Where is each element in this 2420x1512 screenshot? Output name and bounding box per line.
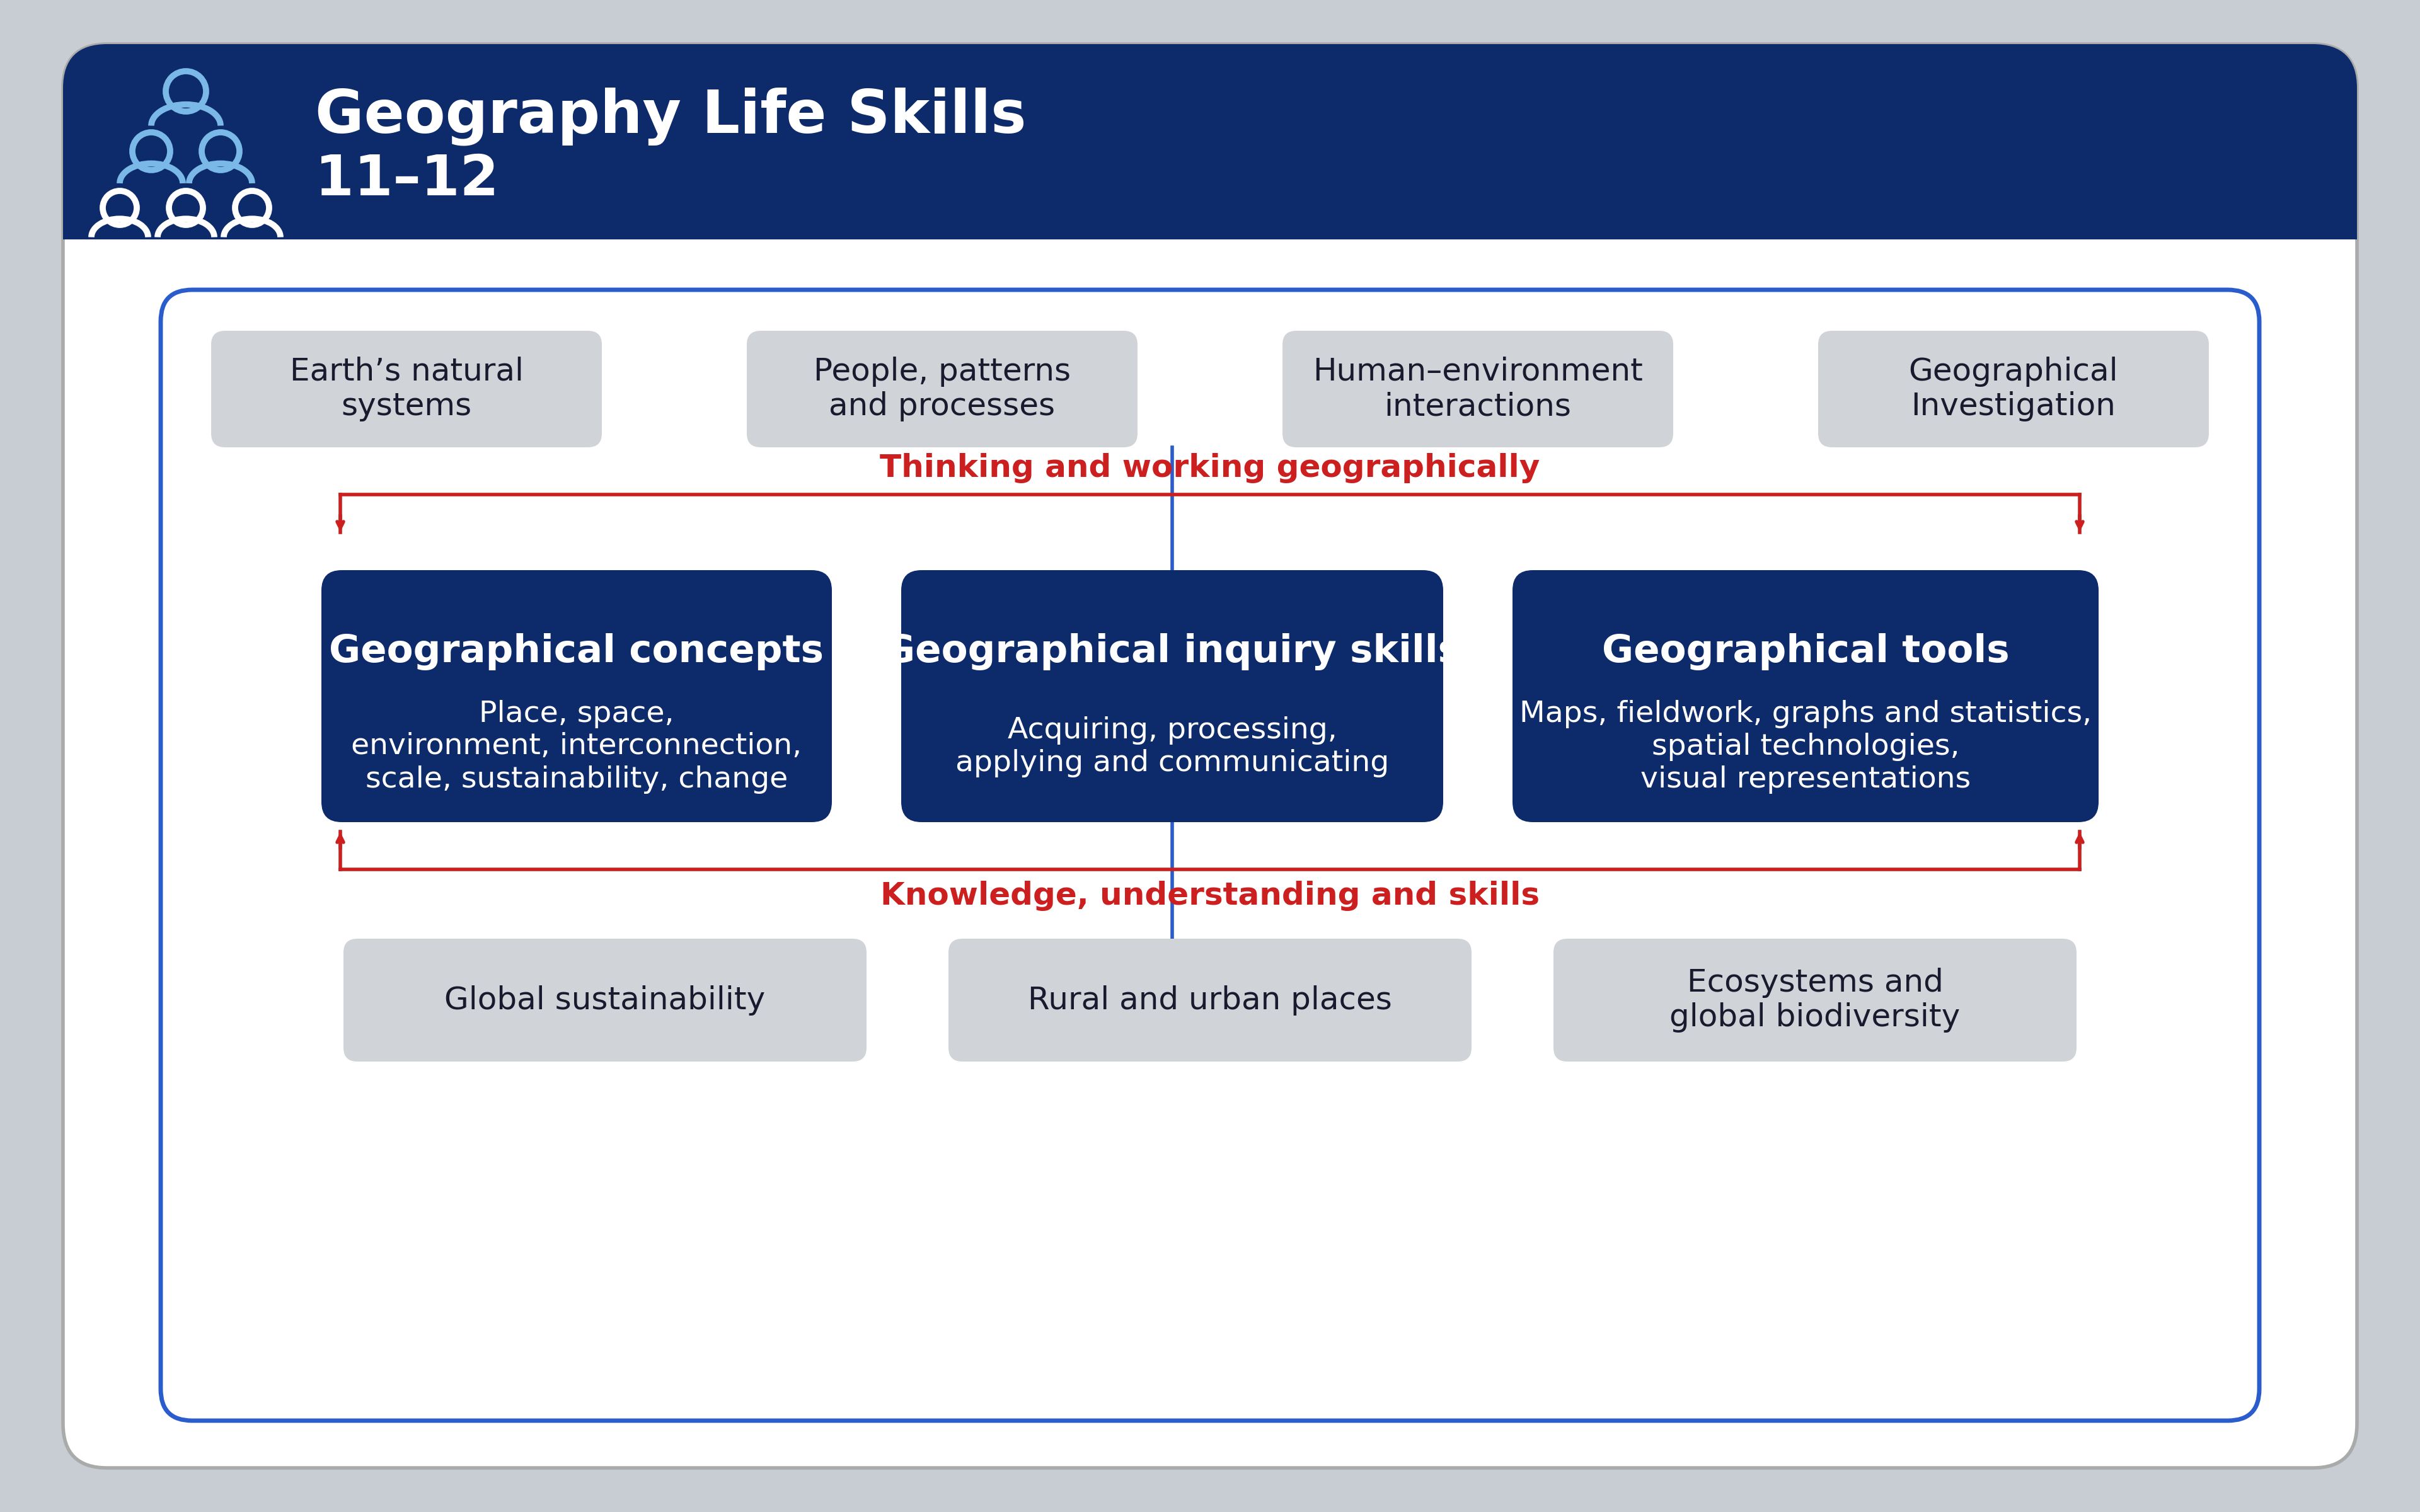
Text: Rural and urban places: Rural and urban places bbox=[1028, 984, 1392, 1015]
Text: Geographical concepts: Geographical concepts bbox=[329, 634, 823, 671]
FancyBboxPatch shape bbox=[211, 331, 603, 448]
Text: Geography Life Skills: Geography Life Skills bbox=[315, 88, 1026, 145]
FancyBboxPatch shape bbox=[1554, 939, 2076, 1061]
Bar bbox=[63, 195, 2357, 239]
Text: Geographical inquiry skills: Geographical inquiry skills bbox=[883, 634, 1462, 671]
Text: Geographical tools: Geographical tools bbox=[1602, 634, 2009, 671]
Text: Knowledge, understanding and skills: Knowledge, understanding and skills bbox=[881, 880, 1539, 910]
Text: People, patterns
and processes: People, patterns and processes bbox=[813, 357, 1070, 422]
FancyBboxPatch shape bbox=[63, 44, 2357, 1468]
FancyBboxPatch shape bbox=[63, 44, 2357, 239]
Text: Acquiring, processing,
applying and communicating: Acquiring, processing, applying and comm… bbox=[956, 717, 1389, 777]
Text: Global sustainability: Global sustainability bbox=[445, 984, 765, 1015]
Text: Place, space,
environment, interconnection,
scale, sustainability, change: Place, space, environment, interconnecti… bbox=[351, 700, 801, 794]
Text: Geographical
Investigation: Geographical Investigation bbox=[1909, 357, 2118, 422]
FancyBboxPatch shape bbox=[1512, 570, 2098, 823]
FancyBboxPatch shape bbox=[949, 939, 1471, 1061]
FancyBboxPatch shape bbox=[322, 570, 832, 823]
Text: 11–12: 11–12 bbox=[315, 153, 499, 207]
Text: Thinking and working geographically: Thinking and working geographically bbox=[881, 454, 1539, 484]
FancyBboxPatch shape bbox=[900, 570, 1442, 823]
Text: Earth’s natural
systems: Earth’s natural systems bbox=[290, 357, 523, 422]
Text: Maps, fieldwork, graphs and statistics,
spatial technologies,
visual representat: Maps, fieldwork, graphs and statistics, … bbox=[1520, 700, 2091, 794]
FancyBboxPatch shape bbox=[344, 939, 866, 1061]
Text: Ecosystems and
global biodiversity: Ecosystems and global biodiversity bbox=[1670, 968, 1960, 1033]
FancyBboxPatch shape bbox=[1817, 331, 2209, 448]
Text: Human–environment
interactions: Human–environment interactions bbox=[1312, 357, 1643, 422]
FancyBboxPatch shape bbox=[748, 331, 1137, 448]
FancyBboxPatch shape bbox=[1283, 331, 1672, 448]
